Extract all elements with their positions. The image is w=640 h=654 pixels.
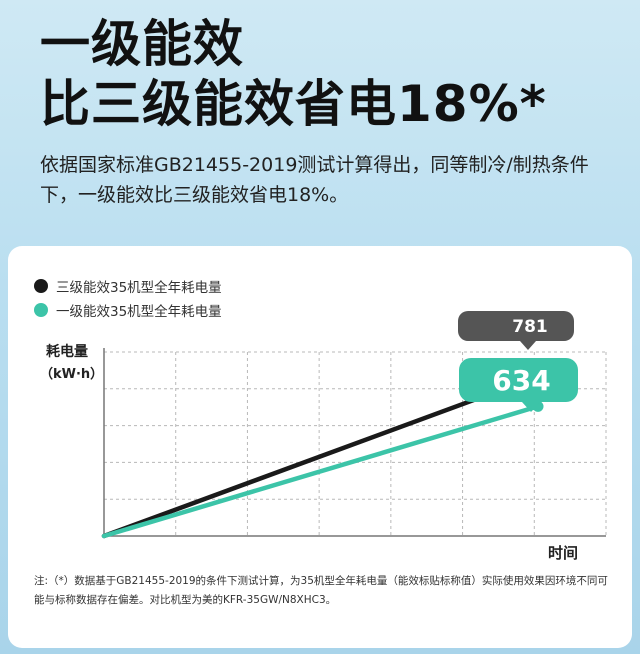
subtext: 依据国家标准GB21455-2019测试计算得出，同等制冷/制热条件下，一级能效…: [40, 154, 589, 206]
legend-swatch-tier1: [34, 303, 48, 317]
x-axis-label: 时间: [548, 544, 578, 562]
series-line-0: [101, 374, 541, 539]
headline-line1: 一级能效: [40, 15, 244, 73]
footnote: 注:（*）数据基于GB21455-2019的条件下测试计算，为35机型全年耗电量…: [34, 575, 608, 606]
legend-label-tier3: 三级能效35机型全年耗电量: [56, 280, 222, 296]
series-line-1: [101, 404, 541, 539]
legend-label-tier1: 一级能效35机型全年耗电量: [56, 304, 222, 320]
data-label-1: 634: [492, 364, 550, 397]
headline-line2: 比三级能效省电18%*: [40, 75, 547, 133]
legend-item-tier3: 三级能效35机型全年耗电量: [34, 276, 222, 296]
legend-item-tier1: 一级能效35机型全年耗电量: [34, 300, 222, 320]
callout-bubble-1: [459, 358, 578, 412]
callout-bubble-0: [458, 311, 574, 350]
legend-swatch-tier3: [34, 279, 48, 293]
y-axis-label: 耗电量: [46, 343, 88, 360]
data-label-0: 781: [512, 317, 548, 337]
y-axis-unit: （kW·h）: [40, 366, 103, 382]
